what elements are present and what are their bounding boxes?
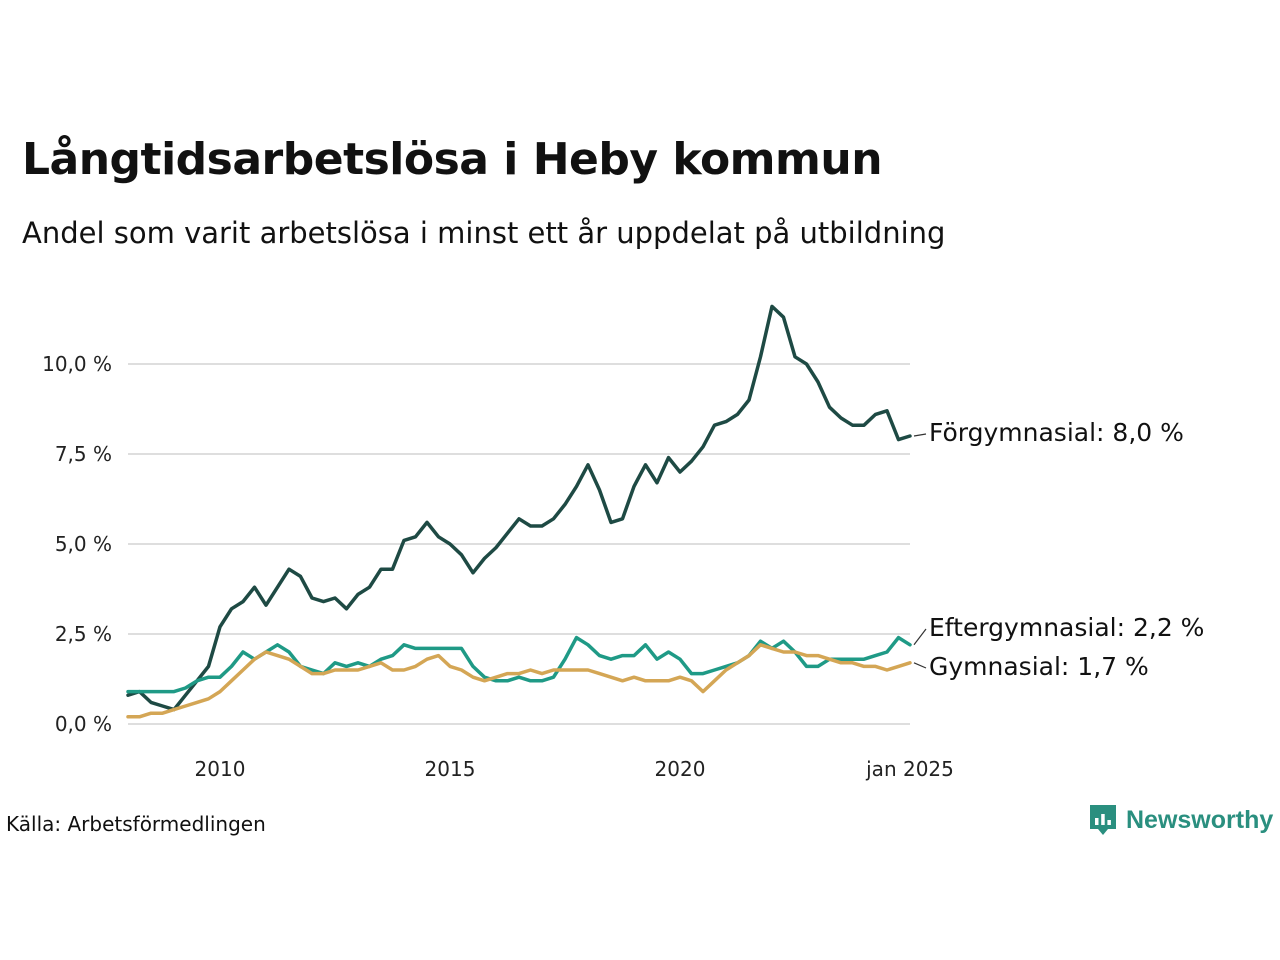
y-tick-label: 2,5 % <box>55 622 112 646</box>
x-tick-label: jan 2025 <box>865 757 954 781</box>
chart-subtitle: Andel som varit arbetslösa i minst ett å… <box>22 216 946 250</box>
series-end-label: Eftergymnasial: 2,2 % <box>929 613 1204 642</box>
brand-logo[interactable]: Newsworthy <box>1088 803 1273 837</box>
y-tick-label: 5,0 % <box>55 532 112 556</box>
grid-lines <box>128 363 910 725</box>
series-end-label: Gymnasial: 1,7 % <box>929 652 1149 681</box>
source-note: Källa: Arbetsförmedlingen <box>6 812 266 836</box>
x-tick-label: 2015 <box>425 757 476 781</box>
series-line-eftergymnasial <box>126 635 912 694</box>
x-tick-label: 2010 <box>195 757 246 781</box>
leader-line <box>913 662 927 669</box>
series-lines <box>126 304 912 719</box>
chart-title: Långtidsarbetslösa i Heby kommun <box>22 134 883 185</box>
x-tick-label: 2020 <box>655 757 706 781</box>
series-end-label: Förgymnasial: 8,0 % <box>929 418 1184 447</box>
y-tick-label: 0,0 % <box>55 712 112 736</box>
series-line-förgymnasial <box>126 304 912 712</box>
series-end-labels: Förgymnasial: 8,0 % Eftergymnasial: 2,2 %… <box>913 418 1204 681</box>
y-axis-ticks: 0,0 % 2,5 % 5,0 % 7,5 % 10,0 % <box>42 352 112 736</box>
series-line-gymnasial <box>126 643 912 719</box>
newsworthy-logo-icon <box>1090 805 1116 835</box>
brand-name: Newsworthy <box>1126 805 1274 834</box>
leader-line <box>913 433 927 437</box>
y-tick-label: 7,5 % <box>55 442 112 466</box>
leader-line <box>913 628 927 646</box>
y-tick-label: 10,0 % <box>42 352 112 376</box>
x-axis-ticks: 2010 2015 2020 jan 2025 <box>195 757 954 781</box>
